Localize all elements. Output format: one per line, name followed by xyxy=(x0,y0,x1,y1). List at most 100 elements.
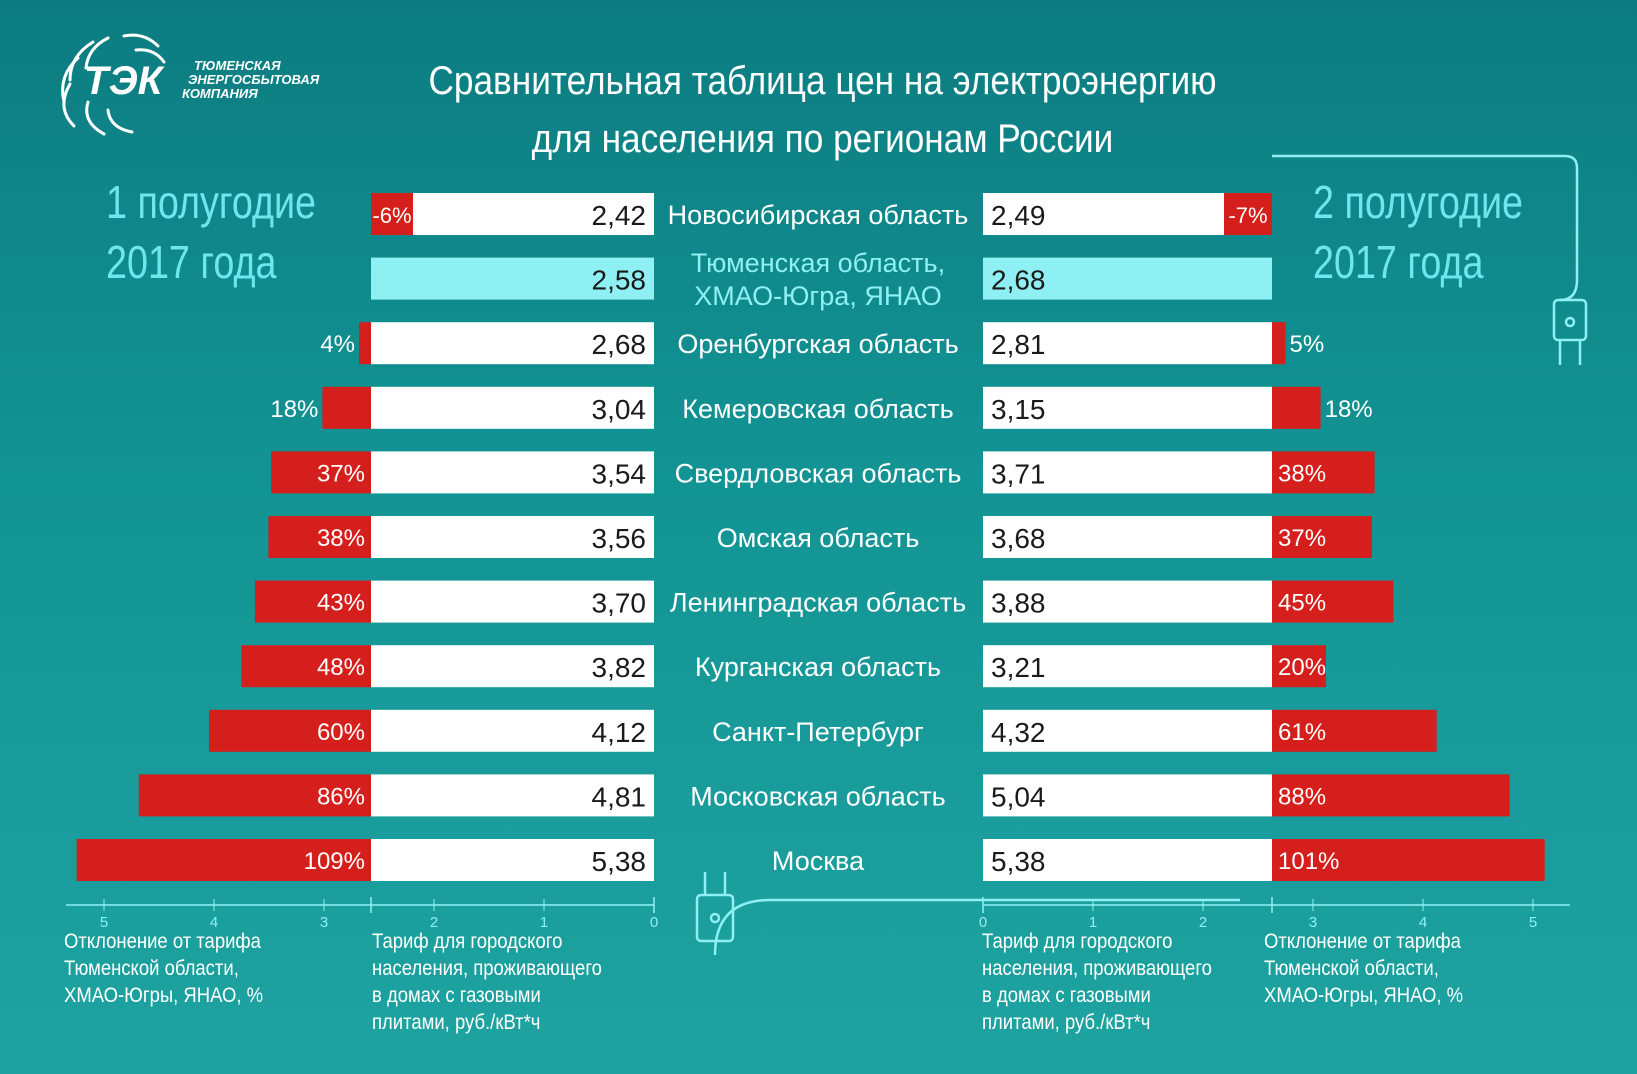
period-first-half: 1 полугодие 2017 года xyxy=(106,172,316,292)
deviation-first-half-label: 86% xyxy=(317,783,365,810)
tariff-first-half-label: 2,58 xyxy=(592,265,647,296)
title-line-1: Сравнительная таблица цен на электроэнер… xyxy=(428,59,1217,103)
deviation-second-half-label: 88% xyxy=(1278,783,1326,810)
period-first-half-line1: 1 полугодие xyxy=(106,176,317,228)
period-first-half-line2: 2017 года xyxy=(106,236,277,288)
deviation-second-half-bar xyxy=(1272,322,1286,365)
tariff-first-half-label: 4,12 xyxy=(592,717,647,748)
deviation-note-right-line1: Отклонение от тарифа xyxy=(1264,930,1461,953)
deviation-note-right-line2: Тюменской области, xyxy=(1264,957,1439,980)
deviation-first-half-bar xyxy=(241,645,371,688)
deviation-note-left-line2: Тюменской области, xyxy=(64,957,239,980)
region-label: Новосибирская область xyxy=(668,200,969,230)
tariff-first-half-bar xyxy=(371,774,654,817)
sun-emblem-icon xyxy=(61,33,166,136)
cable-right-line xyxy=(1272,154,1579,302)
period-second-half-line2: 2017 года xyxy=(1313,236,1484,288)
region-label: Свердловская область xyxy=(675,458,962,488)
deviation-first-half-label: 37% xyxy=(317,460,365,487)
deviation-second-half-label: 45% xyxy=(1278,590,1326,617)
deviation-second-half-bar xyxy=(1272,451,1375,494)
tariff-first-half-tick-label: 2 xyxy=(430,914,438,931)
deviation-first-half-bar xyxy=(359,322,371,365)
tariff-first-half-label: 5,38 xyxy=(592,846,647,877)
axes: 0 0 1 1 2 2 3 3 4 4 5 5 xyxy=(66,897,1570,931)
tariff-second-half-label: 2,68 xyxy=(991,265,1046,296)
deviation-second-half-bar xyxy=(1272,386,1321,429)
chart-row: 4,12 4,32 60% 61% Санкт-Петербург xyxy=(209,709,1437,752)
deviation-first-half-bar xyxy=(254,580,371,623)
deviation-second-half-tick-label: 5 xyxy=(1529,914,1537,931)
tariff-first-half-bar xyxy=(371,386,654,429)
tariff-first-half-bar xyxy=(371,709,654,752)
plug-cable-decoration xyxy=(695,154,1588,956)
deviation-second-half-label: -7% xyxy=(1228,203,1267,228)
region-label: Санкт-Петербург xyxy=(712,717,924,747)
deviation-first-half-label: 4% xyxy=(320,331,355,358)
tariff-first-half-bar xyxy=(371,257,654,300)
tariff-note-left-line2: населения, проживающего xyxy=(372,957,602,980)
tariff-first-half-label: 4,81 xyxy=(592,781,647,812)
deviation-first-half-tick-label: 5 xyxy=(100,914,108,931)
tariff-note-right-line4: плитами, руб./кВт*ч xyxy=(982,1011,1151,1034)
tariff-first-half-bar xyxy=(371,451,654,494)
deviation-first-half-bar xyxy=(76,839,371,881)
tariff-second-half-label: 4,32 xyxy=(991,717,1046,748)
tariff-second-half-bar xyxy=(983,516,1272,558)
tariff-first-half-tick-label: 0 xyxy=(650,914,658,931)
tariff-note-right-line3: в домах с газовыми xyxy=(982,984,1151,1007)
tariff-second-half-label: 5,04 xyxy=(991,781,1046,812)
deviation-first-half-label: 109% xyxy=(304,848,365,875)
deviation-second-half-tick-label: 3 xyxy=(1309,914,1317,931)
logo-line2: ЭНЕРГОСБЫТОВАЯ xyxy=(188,72,320,87)
deviation-first-half-bar xyxy=(138,774,371,817)
tariff-second-half-tick-label: 0 xyxy=(979,914,987,931)
tariff-note-left: Тариф для городского населения, проживаю… xyxy=(372,928,602,1036)
period-second-half-line1: 2 полугодие xyxy=(1313,176,1524,228)
tariff-second-half-bar xyxy=(983,257,1272,300)
deviation-second-half-bar xyxy=(1272,516,1372,558)
deviation-note-right: Отклонение от тарифа Тюменской области, … xyxy=(1264,928,1463,1009)
tariff-second-half-bar xyxy=(983,839,1272,881)
tariff-note-left-line4: плитами, руб./кВт*ч xyxy=(372,1011,541,1034)
deviation-first-half-label: 38% xyxy=(317,525,365,552)
deviation-first-half-label: 43% xyxy=(317,590,365,617)
tariff-second-half-label: 3,88 xyxy=(991,588,1046,619)
deviation-first-half-label: 60% xyxy=(317,719,365,746)
chart-row: 2,42 2,49 -6% -7% Новосибирская область xyxy=(371,193,1272,235)
tariff-first-half-label: 3,04 xyxy=(592,394,647,425)
deviation-second-half-bar xyxy=(1224,193,1272,235)
page-title: Сравнительная таблица цен на электроэнер… xyxy=(389,52,1256,168)
logo-abbr: ТЭК xyxy=(84,59,165,103)
tariff-second-half-label: 3,15 xyxy=(991,394,1046,425)
tariff-second-half-label: 2,49 xyxy=(991,200,1046,231)
plug-bottom-icon xyxy=(695,872,735,943)
region-label: ХМАО-Югра, ЯНАО xyxy=(694,281,941,311)
chart-row: 3,04 3,15 18% 18% Кемеровская область xyxy=(270,386,1373,429)
deviation-second-half-bar xyxy=(1272,774,1510,817)
tariff-second-half-bar xyxy=(983,193,1272,235)
tariff-first-half-label: 2,68 xyxy=(592,329,647,360)
tariff-first-half-bar xyxy=(371,322,654,365)
chart-row: 3,70 3,88 43% 45% Ленинградская область xyxy=(254,580,1394,623)
tariff-note-right-line2: населения, проживающего xyxy=(982,957,1212,980)
title-line-2: для населения по регионам России xyxy=(531,117,1114,161)
deviation-note-right-line3: ХМАО-Югры, ЯНАО, % xyxy=(1264,984,1464,1007)
logo-line3: КОМПАНИЯ xyxy=(182,86,258,101)
region-label: Кемеровская область xyxy=(682,394,953,424)
tariff-first-half-label: 3,56 xyxy=(592,523,647,554)
tariff-first-half-tick-label: 1 xyxy=(540,914,548,931)
tariff-first-half-label: 3,70 xyxy=(592,588,647,619)
chart-row: 4,81 5,04 86% 88% Московская область xyxy=(138,774,1510,817)
tariff-first-half-bar xyxy=(371,580,654,623)
tariff-second-half-tick-label: 1 xyxy=(1089,914,1097,931)
tariff-first-half-label: 2,42 xyxy=(592,200,647,231)
deviation-first-half-bar xyxy=(322,386,371,429)
chart-row: 3,54 3,71 37% 38% Свердловская область xyxy=(271,451,1375,494)
tariff-second-half-bar xyxy=(983,386,1272,429)
deviation-first-half-bar xyxy=(268,516,371,558)
region-label: Москва xyxy=(772,846,865,876)
deviation-second-half-tick-label: 4 xyxy=(1419,914,1427,931)
